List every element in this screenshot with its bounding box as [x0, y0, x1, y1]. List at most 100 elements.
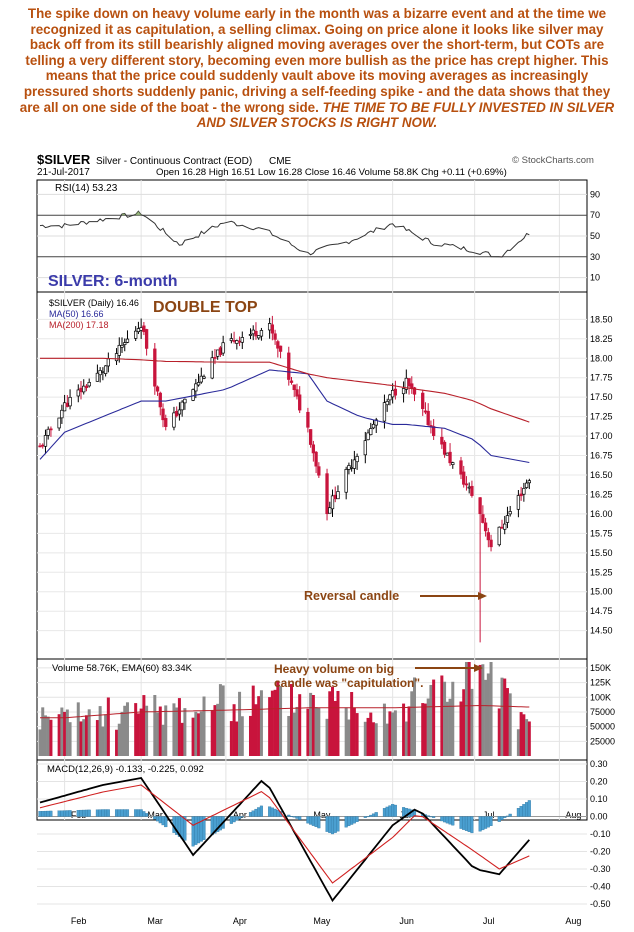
- macd-histogram-bar: [336, 816, 340, 832]
- candle-body: [177, 409, 182, 415]
- candle-body: [158, 392, 162, 408]
- price-tick-label: 15.00: [590, 587, 613, 597]
- candle-body: [202, 376, 206, 379]
- candle-body: [385, 400, 389, 406]
- candle-body: [462, 471, 466, 485]
- volume-bar: [136, 713, 140, 756]
- candle-body: [273, 333, 277, 340]
- price-tick-label: 16.75: [590, 451, 613, 461]
- volume-bar: [76, 702, 80, 756]
- macd-histogram-bar: [41, 811, 45, 817]
- volume-bar: [134, 703, 138, 756]
- macd-histogram-bar: [467, 816, 471, 832]
- volume-bar: [145, 705, 149, 756]
- candle-body: [410, 383, 414, 389]
- candle-body: [278, 345, 283, 352]
- macd-histogram-bar: [287, 814, 291, 817]
- candle-body: [355, 456, 359, 463]
- candle-body: [65, 402, 69, 407]
- x-tick-label: Aug: [565, 916, 581, 926]
- volume-bar: [238, 691, 242, 756]
- volume-tick-label: 100K: [590, 692, 611, 702]
- macd-histogram-bar: [257, 807, 261, 817]
- candle-body: [267, 323, 272, 331]
- candle-body: [311, 444, 316, 454]
- date-label: 21-Jul-2017: [37, 167, 90, 178]
- candle-body: [336, 491, 340, 500]
- x-tick-label: Mar: [147, 810, 163, 820]
- volume-bar: [175, 707, 179, 756]
- rsi-tick-label: 50: [590, 231, 600, 241]
- candle-body: [194, 383, 198, 392]
- ma200-legend: MA(200) 17.18: [49, 320, 109, 330]
- macd-histogram-bar: [164, 816, 168, 828]
- candle-body: [106, 358, 110, 367]
- candle-body: [82, 385, 86, 393]
- macd-histogram-bar: [486, 816, 490, 828]
- volume-bar: [426, 698, 430, 756]
- macd-histogram-bar: [139, 809, 143, 817]
- macd-histogram-bar: [270, 807, 274, 817]
- volume-bar: [522, 714, 526, 756]
- volume-bar: [183, 708, 187, 756]
- reversal-candle-annotation: Reversal candle: [304, 589, 399, 603]
- candle-body: [172, 412, 176, 428]
- volume-bar: [298, 694, 302, 756]
- macd-histogram-bar: [194, 816, 198, 845]
- candle-body: [333, 494, 337, 500]
- volume-arrowhead: [474, 664, 483, 672]
- candle-body: [374, 419, 378, 426]
- macd-histogram-bar: [180, 816, 184, 839]
- volume-bar: [158, 706, 162, 756]
- volume-bar: [443, 681, 447, 756]
- macd-histogram-bar: [79, 809, 83, 817]
- candle-body: [254, 330, 258, 337]
- macd-histogram-bar: [240, 816, 244, 818]
- macd-histogram-bar: [459, 816, 463, 829]
- volume-bar: [440, 675, 444, 756]
- symbol-label: $SILVER: [37, 152, 91, 167]
- volume-bar: [216, 703, 220, 756]
- volume-bar: [503, 678, 507, 756]
- volume-bar: [374, 723, 378, 756]
- macd-histogram-bar: [325, 816, 329, 832]
- macd-histogram-bar: [478, 816, 482, 832]
- x-tick-label: Feb: [71, 916, 87, 926]
- candle-body: [276, 341, 280, 349]
- macd-histogram-bar: [347, 816, 351, 827]
- macd-histogram-bar: [402, 807, 406, 817]
- macd-histogram-bar: [369, 814, 373, 817]
- candle-body: [503, 523, 507, 530]
- volume-bar: [202, 696, 206, 756]
- macd-histogram-bar: [344, 816, 348, 828]
- candle-body: [114, 353, 119, 362]
- candle-body: [366, 432, 370, 441]
- macd-histogram-bar: [505, 815, 510, 817]
- macd-histogram-bar: [355, 816, 359, 822]
- price-tick-label: 14.50: [590, 626, 613, 636]
- volume-bar: [311, 695, 315, 756]
- macd-line: [39, 777, 530, 903]
- macd-histogram-bar: [363, 816, 367, 818]
- rsi-overbought-fill: [138, 211, 142, 216]
- x-tick-label: May: [313, 810, 331, 820]
- candle-body: [352, 459, 357, 469]
- volume-bar: [172, 703, 176, 756]
- volume-bar: [306, 708, 310, 756]
- volume-bar: [508, 693, 512, 756]
- volume-bar: [125, 702, 129, 756]
- volume-bar: [295, 706, 299, 756]
- silver-title-annotation: SILVER: 6-month: [48, 273, 177, 290]
- volume-bar: [432, 679, 436, 756]
- macd-histogram-bar: [134, 809, 138, 817]
- candle-body: [289, 380, 294, 383]
- macd-histogram-bar: [76, 810, 80, 817]
- macd-histogram-bar: [352, 816, 356, 824]
- candle-body: [317, 466, 321, 476]
- candle-body: [210, 357, 214, 379]
- volume-bar: [525, 719, 529, 756]
- price-tick-label: 17.50: [590, 392, 613, 402]
- commentary-emphasis: THE TIME TO BE FULLY INVESTED IN SILVER …: [196, 99, 615, 131]
- candle-body: [330, 495, 335, 510]
- volume-bar: [333, 700, 337, 756]
